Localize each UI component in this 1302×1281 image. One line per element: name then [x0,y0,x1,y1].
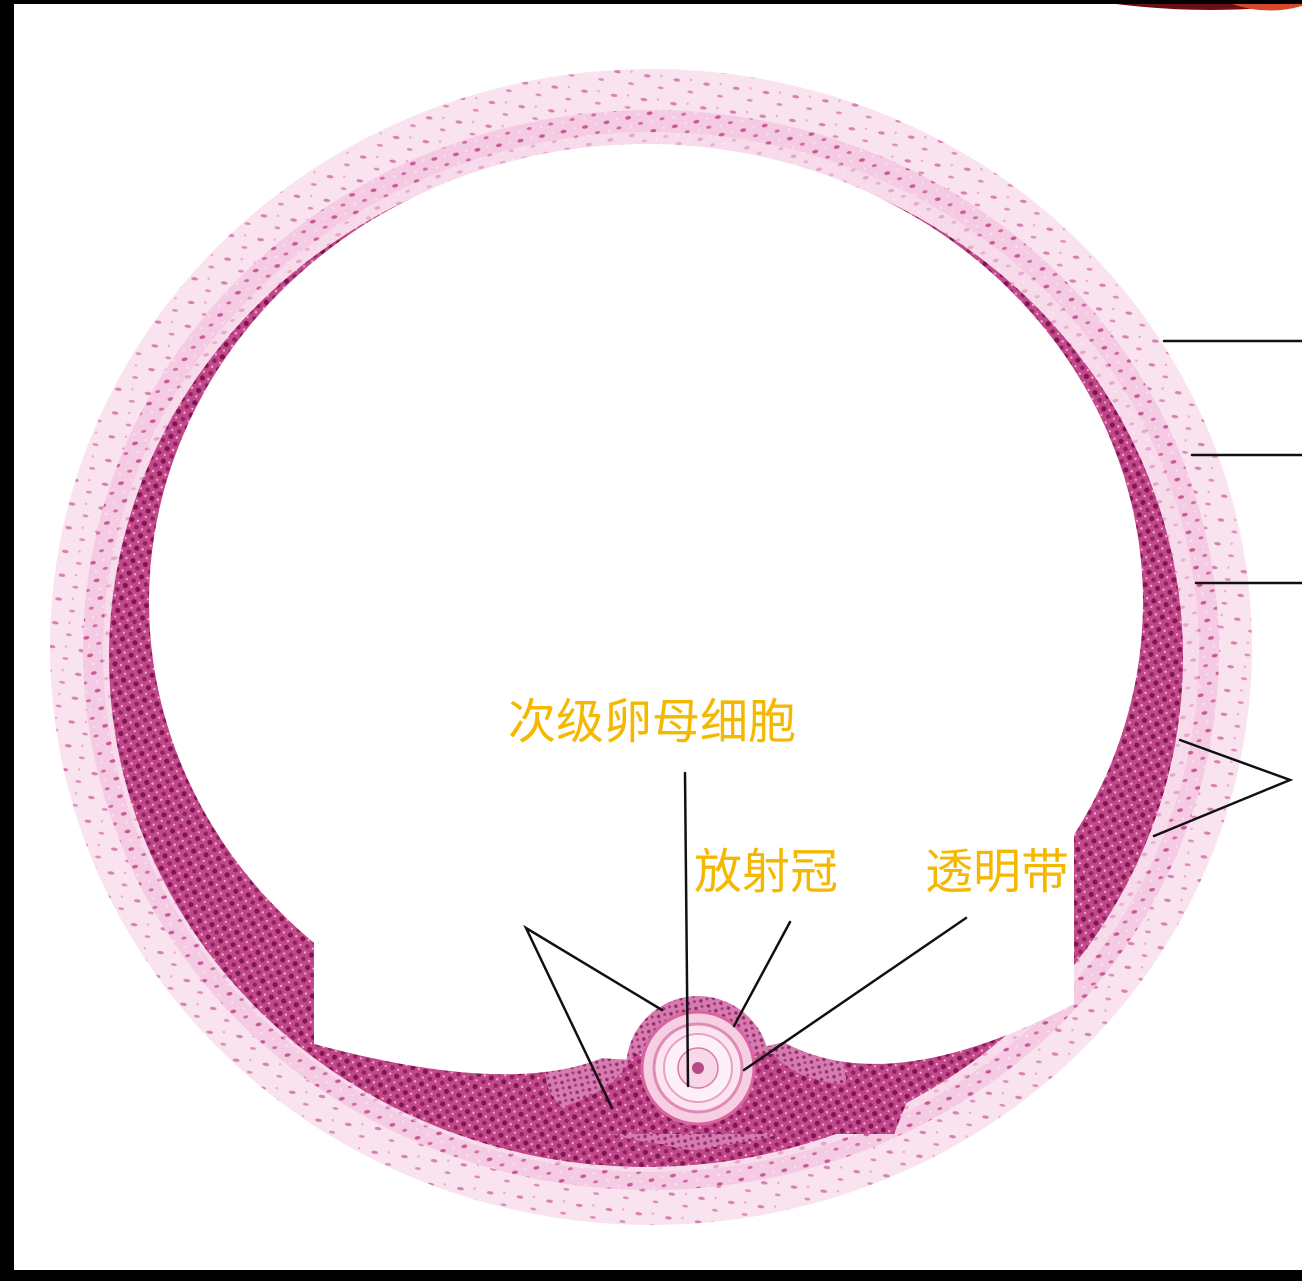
corner-decoration [1092,4,1302,18]
secondary-oocyte-complex [640,1010,756,1126]
pointer-line-secondary-oocyte [683,771,690,1088]
label-secondary-oocyte: 次级卵母细胞 [508,694,797,750]
follicular-antrum [149,144,1143,1075]
pointer-line-pair-left [523,924,664,1110]
label-zona-pellucida: 透明带 [925,844,1070,900]
pointer-lines [523,339,1302,1110]
label-corona-radiata: 放射冠 [694,844,839,900]
pointer-line-zona-pellucida [742,916,968,1072]
pointer-line-corona-radiata [732,920,792,1028]
pointer-line-pair-right [1152,738,1294,838]
figure-panel: 次级卵母细胞 放射冠 透明带 [14,4,1302,1270]
follicle-illustration [50,69,1302,1225]
